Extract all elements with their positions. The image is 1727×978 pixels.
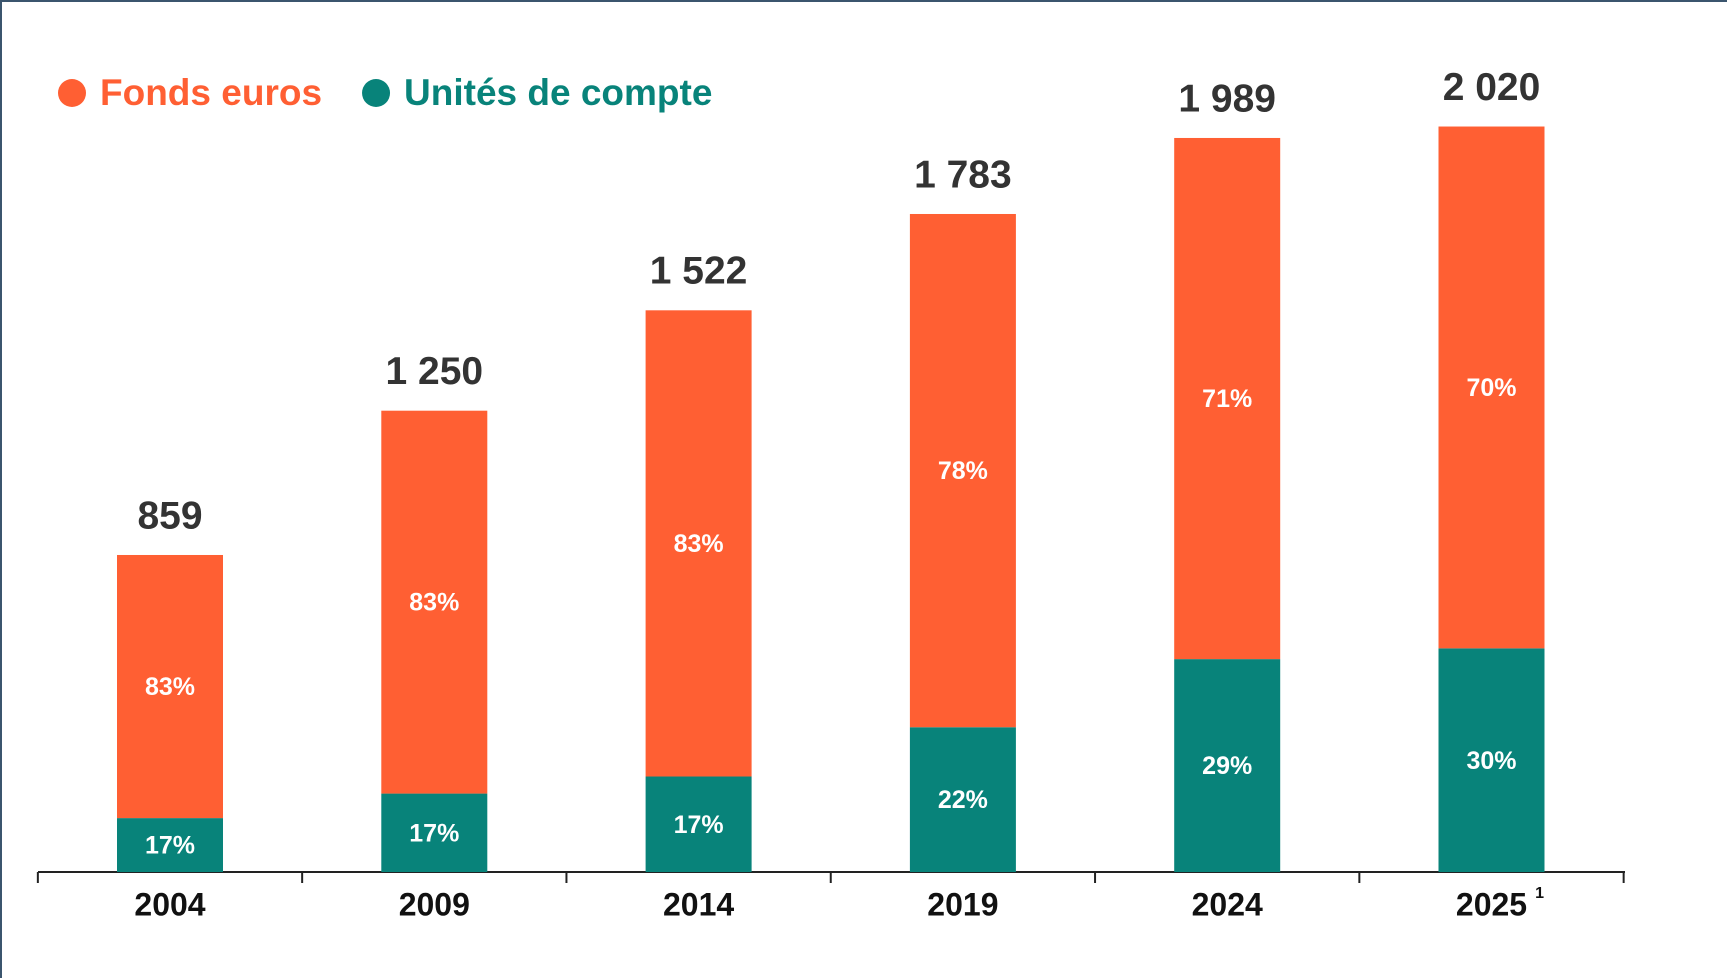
bar-segment [645,310,752,777]
legend-label: Fonds euros [100,72,322,113]
value-label: 70% [1466,374,1516,402]
total-label: 2 020 [1443,66,1541,109]
value-label: 78% [938,457,988,485]
bar-segment [909,727,1016,872]
value-label: 71% [1202,385,1252,413]
bar-segment [381,793,488,872]
value-label: 83% [674,530,724,558]
value-label: 83% [409,589,459,617]
value-label: 17% [409,819,459,847]
value-label: 30% [1466,747,1516,775]
x-tick-label: 2009 [399,886,470,922]
total-label: 1 989 [1178,77,1276,120]
total-label: 1 522 [650,250,748,293]
value-label: 17% [145,832,195,860]
bar-segment [117,554,223,819]
x-tick-label: 2024 [1192,886,1263,922]
total-label: 859 [137,494,202,537]
bar-segment [1174,659,1281,872]
legend-marker [58,79,86,107]
footnote-mark: 1 [1535,885,1544,902]
bar-segment [381,410,488,794]
x-tick-label: 2019 [927,886,998,922]
bar-segment [1438,126,1545,649]
value-label: 29% [1202,752,1252,780]
value-label: 22% [938,786,988,814]
legend-label: Unités de compte [404,72,712,113]
x-tick-label: 2014 [663,886,734,922]
bar-segment [1438,648,1545,872]
bar-segment [117,818,223,872]
x-tick-label: 2004 [134,886,205,922]
value-label: 83% [145,673,195,701]
bar-segment [1174,137,1281,660]
x-tick-label: 2025 [1456,886,1527,922]
total-label: 1 783 [914,153,1012,196]
value-label: 17% [674,811,724,839]
legend-marker [362,79,391,107]
bar-segment [909,213,1016,728]
total-label: 1 250 [385,350,483,393]
bar-segment [645,776,752,872]
